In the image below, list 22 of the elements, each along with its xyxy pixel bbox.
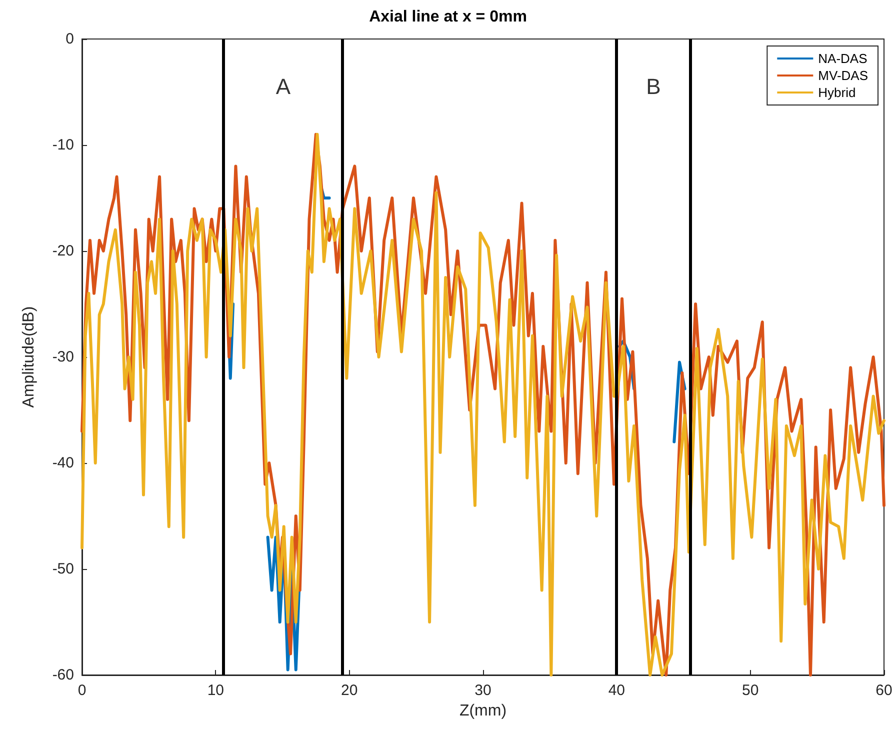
- annotation: B: [646, 74, 661, 100]
- x-axis-title: Z(mm): [459, 702, 507, 720]
- x-tick-label: 0: [78, 682, 86, 699]
- legend-label: NA-DAS: [818, 51, 868, 66]
- y-tick-label: -10: [52, 136, 74, 154]
- x-tick-label: 60: [876, 682, 892, 699]
- x-tick-label: 20: [340, 682, 358, 699]
- y-tick-label: -50: [52, 560, 74, 578]
- y-tick-label: -40: [52, 454, 74, 472]
- legend-label: Hybrid: [818, 85, 856, 100]
- y-tick-label: -30: [52, 348, 74, 366]
- chart-title: Axial line at x = 0mm: [369, 8, 527, 26]
- y-tick-label: -60: [52, 666, 74, 684]
- y-tick-label: 0: [66, 30, 74, 48]
- x-tick-label: 10: [207, 682, 224, 699]
- y-axis-title: Amplitude(dB): [20, 306, 38, 408]
- annotation: A: [276, 74, 291, 100]
- x-tick-label: 30: [474, 682, 492, 699]
- x-tick-label: 50: [742, 682, 759, 699]
- x-tick-label: 40: [608, 682, 626, 699]
- y-tick-label: -20: [52, 242, 74, 260]
- legend-label: MV-DAS: [818, 68, 868, 83]
